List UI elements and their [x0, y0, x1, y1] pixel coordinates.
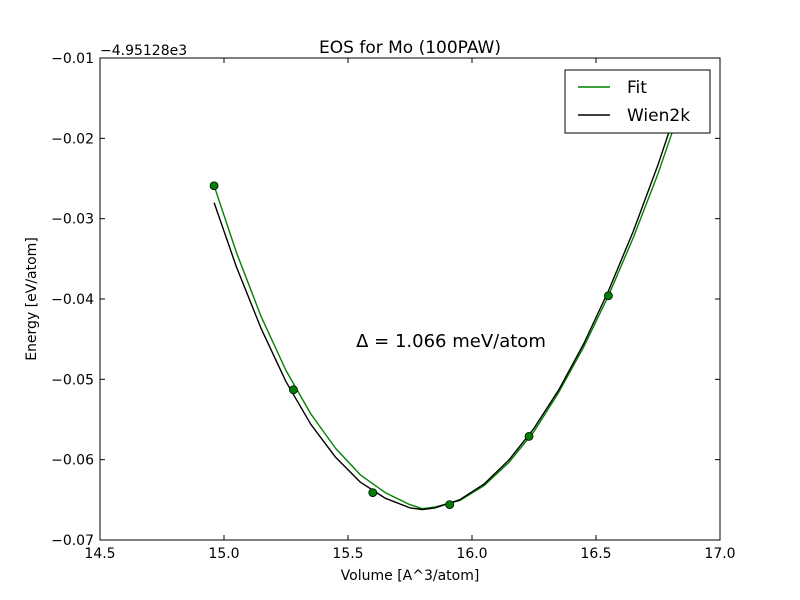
- x-axis-ticks: 14.5 15.0 15.5 16.0 16.5 17.0: [84, 58, 736, 562]
- data-point: [445, 500, 455, 510]
- data-point: [368, 488, 378, 498]
- chart-title: EOS for Mo (100PAW): [319, 38, 501, 58]
- data-point: [524, 431, 534, 441]
- y-tick-label: −0.04: [51, 292, 94, 308]
- y-tick-label: −0.03: [51, 212, 94, 228]
- y-tick-label: −0.05: [51, 372, 94, 388]
- legend-box: [564, 69, 711, 134]
- plot-area: [100, 58, 720, 540]
- x-tick-label: 15.0: [208, 546, 239, 562]
- legend-label-wien2k: Wien2k: [627, 106, 690, 126]
- series-line-fit: [213, 130, 674, 510]
- y-tick-label: −0.01: [51, 51, 94, 67]
- y-axis-ticks: −0.07 −0.06 −0.05 −0.04 −0.03 −0.02 −0.01: [51, 51, 720, 549]
- y-offset-label: −4.95128e3: [100, 43, 187, 59]
- data-points: [209, 181, 613, 510]
- y-tick-label: −0.02: [51, 131, 94, 147]
- x-axis-label: Volume [A^3/atom]: [341, 568, 480, 584]
- x-tick-label: 17.0: [704, 546, 735, 562]
- data-point: [289, 385, 298, 395]
- data-point: [209, 181, 219, 191]
- series-layer: [213, 97, 681, 511]
- x-tick-label: 16.5: [580, 546, 611, 562]
- delta-annotation: Δ = 1.066 meV/atom: [356, 331, 546, 352]
- legend: Fit Wien2k: [564, 69, 711, 134]
- y-tick-label: −0.07: [51, 533, 94, 549]
- legend-label-fit: Fit: [627, 78, 647, 98]
- y-axis-label: Energy [eV/atom]: [24, 237, 40, 361]
- x-tick-label: 15.5: [332, 546, 363, 562]
- data-point: [604, 291, 613, 301]
- series-line-wien2k: [213, 97, 681, 511]
- y-tick-label: −0.06: [51, 453, 94, 469]
- x-tick-label: 16.0: [456, 546, 487, 562]
- x-tick-label: 14.5: [84, 546, 115, 562]
